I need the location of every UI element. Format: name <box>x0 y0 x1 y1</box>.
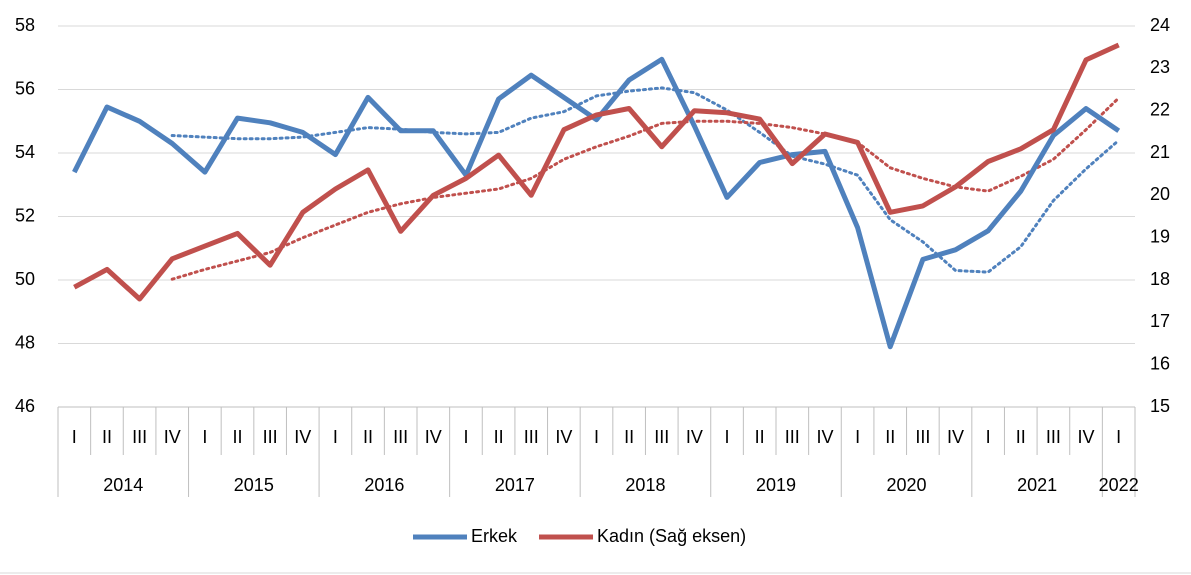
y-tick-label: 46 <box>15 396 35 416</box>
x-tick-label: IV <box>164 427 181 447</box>
y2-tick-label: 22 <box>1150 99 1170 119</box>
year-label: 2020 <box>887 475 927 495</box>
x-tick-label: III <box>524 427 539 447</box>
x-tick-label: IV <box>294 427 311 447</box>
x-tick-label: I <box>594 427 599 447</box>
x-tick-label: III <box>654 427 669 447</box>
x-tick-label: IV <box>1078 427 1095 447</box>
x-tick-label: III <box>393 427 408 447</box>
x-tick-label: II <box>1016 427 1026 447</box>
x-tick-label: I <box>333 427 338 447</box>
y2-tick-label: 19 <box>1150 226 1170 246</box>
legend-label: Erkek <box>471 526 518 546</box>
year-label: 2017 <box>495 475 535 495</box>
legend-label: Kadın (Sağ eksen) <box>597 526 746 546</box>
series-line <box>73 42 1120 302</box>
x-tick-label: II <box>363 427 373 447</box>
y-tick-label: 48 <box>15 332 35 352</box>
x-tick-label: III <box>785 427 800 447</box>
y-tick-label: 58 <box>15 15 35 35</box>
y-tick-label: 54 <box>15 142 35 162</box>
x-tick-label: I <box>725 427 730 447</box>
trend-line <box>170 86 1121 274</box>
x-tick-label: I <box>463 427 468 447</box>
y2-tick-label: 20 <box>1150 184 1170 204</box>
y2-tick-label: 21 <box>1150 142 1170 162</box>
y-tick-label: 52 <box>15 205 35 225</box>
x-tick-label: I <box>1116 427 1121 447</box>
year-label: 2015 <box>234 475 274 495</box>
year-label: 2021 <box>1017 475 1057 495</box>
series-line <box>72 56 1121 350</box>
x-tick-label: III <box>132 427 147 447</box>
x-tick-label: I <box>72 427 77 447</box>
y2-tick-label: 15 <box>1150 396 1170 416</box>
y-tick-label: 56 <box>15 78 35 98</box>
year-label: 2022 <box>1099 475 1139 495</box>
x-tick-label: I <box>855 427 860 447</box>
x-tick-label: IV <box>555 427 572 447</box>
x-tick-label: IV <box>947 427 964 447</box>
x-tick-label: III <box>915 427 930 447</box>
year-label: 2016 <box>364 475 404 495</box>
x-tick-label: IV <box>816 427 833 447</box>
x-tick-label: II <box>624 427 634 447</box>
year-label: 2014 <box>103 475 143 495</box>
x-tick-label: II <box>232 427 242 447</box>
x-tick-label: III <box>1046 427 1061 447</box>
x-tick-label: I <box>986 427 991 447</box>
y2-tick-label: 17 <box>1150 311 1170 331</box>
x-tick-label: I <box>202 427 207 447</box>
x-tick-label: II <box>494 427 504 447</box>
x-tick-label: II <box>102 427 112 447</box>
y2-tick-label: 16 <box>1150 353 1170 373</box>
y2-tick-label: 24 <box>1150 15 1170 35</box>
x-tick-label: IV <box>686 427 703 447</box>
year-label: 2018 <box>625 475 665 495</box>
x-tick-label: III <box>263 427 278 447</box>
year-label: 2019 <box>756 475 796 495</box>
y2-tick-label: 23 <box>1150 57 1170 77</box>
y2-tick-label: 18 <box>1150 269 1170 289</box>
y-tick-label: 50 <box>15 269 35 289</box>
x-tick-label: IV <box>425 427 442 447</box>
x-tick-label: II <box>885 427 895 447</box>
x-tick-label: II <box>755 427 765 447</box>
